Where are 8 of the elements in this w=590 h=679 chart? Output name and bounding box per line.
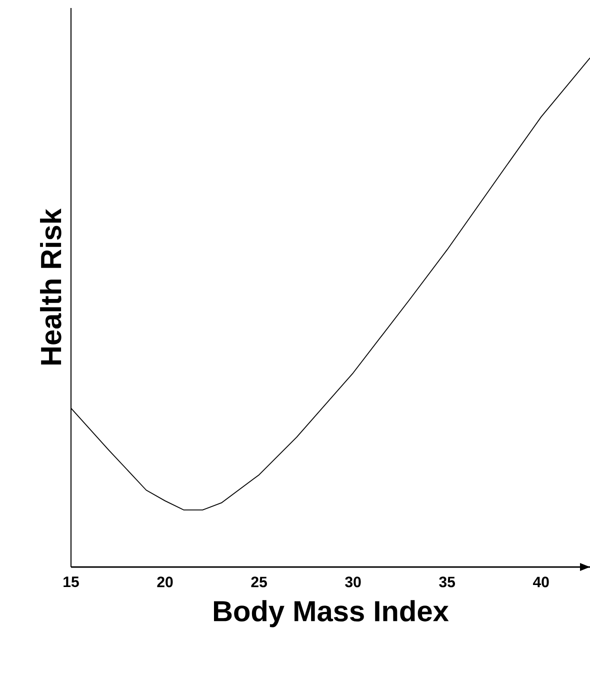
x-tick-label: 35	[439, 576, 456, 588]
x-tick-label: 30	[345, 576, 361, 588]
x-tick-label: 40	[532, 576, 549, 588]
x-axis-title: Body Mass Index	[214, 600, 449, 628]
x-tick-label: 15	[64, 576, 79, 588]
x-tick-label: 25	[251, 576, 267, 588]
x-tick-label: 20	[157, 576, 173, 588]
y-axis-title: Health Risk	[40, 208, 62, 365]
